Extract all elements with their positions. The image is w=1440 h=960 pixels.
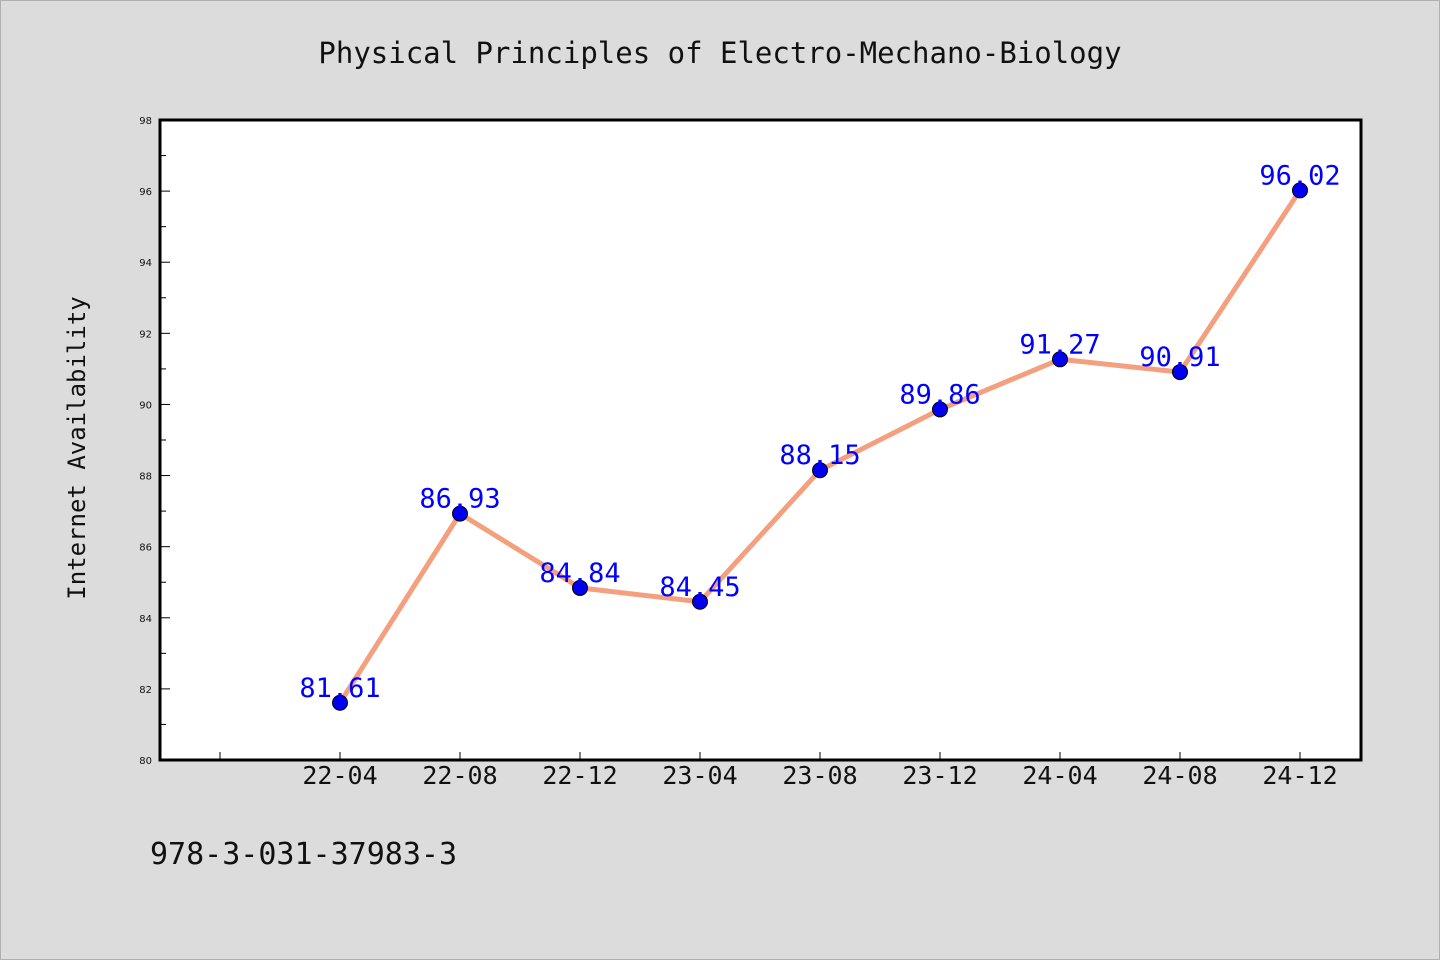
y-tick-label: 94 bbox=[139, 258, 152, 269]
y-tick-label: 96 bbox=[139, 187, 152, 198]
plot-area bbox=[158, 118, 1363, 762]
y-tick-label: 84 bbox=[139, 614, 152, 625]
data-label: 88.15 bbox=[779, 440, 860, 471]
x-axis: 22-04 22-08 22-12 23-04 23-08 23-12 24-04 24-08… bbox=[219, 752, 1338, 790]
x-tick-label: 23-04 bbox=[662, 761, 737, 790]
data-label: 81.61 bbox=[299, 673, 380, 704]
chart-title: Physical Principles of Electro-Mechano-B… bbox=[318, 36, 1121, 70]
y-tick-label: 92 bbox=[139, 329, 152, 340]
y-tick-label: 82 bbox=[139, 685, 152, 696]
data-label: 86.93 bbox=[419, 484, 500, 515]
data-point bbox=[452, 505, 468, 522]
y-tick-label: 90 bbox=[139, 400, 152, 411]
x-tick-label: 22-04 bbox=[302, 761, 377, 790]
x-tick-label: 24-12 bbox=[1262, 761, 1337, 790]
x-tick-label: 22-12 bbox=[542, 761, 617, 790]
footer-isbn: 978-3-031-37983-3 bbox=[150, 837, 457, 872]
data-point bbox=[692, 593, 708, 610]
data-label: 90.91 bbox=[1139, 342, 1220, 373]
x-tick-label: 24-04 bbox=[1022, 761, 1097, 790]
data-label: 96.02 bbox=[1259, 160, 1340, 191]
data-point bbox=[572, 579, 588, 596]
y-axis: 80 82 84 86 88 90 92 94 96 98 bbox=[139, 116, 170, 767]
data-point bbox=[932, 401, 948, 418]
data-label: 84.45 bbox=[659, 572, 740, 603]
x-tick-label: 24-08 bbox=[1142, 761, 1217, 790]
data-labels: 81.61 86.93 84.84 84.45 88.15 89.86 91.27 90.91… bbox=[299, 160, 1340, 703]
data-point bbox=[812, 462, 828, 479]
y-tick-label: 98 bbox=[139, 116, 152, 127]
data-point bbox=[1052, 351, 1068, 368]
data-point bbox=[1292, 182, 1308, 199]
data-label: 84.84 bbox=[539, 558, 620, 589]
y-tick-label: 86 bbox=[139, 543, 152, 554]
y-tick-label: 88 bbox=[139, 472, 152, 483]
x-tick-label: 23-12 bbox=[902, 761, 977, 790]
data-point bbox=[1172, 364, 1188, 381]
y-tick-label: 80 bbox=[139, 756, 152, 767]
data-label: 89.86 bbox=[899, 379, 980, 410]
series-line-group bbox=[332, 182, 1308, 711]
x-tick-label: 23-08 bbox=[782, 761, 857, 790]
data-label: 91.27 bbox=[1019, 329, 1100, 360]
x-tick-label: 22-08 bbox=[422, 761, 497, 790]
data-point bbox=[332, 694, 348, 711]
y-axis-label: Internet Availability bbox=[63, 296, 91, 599]
